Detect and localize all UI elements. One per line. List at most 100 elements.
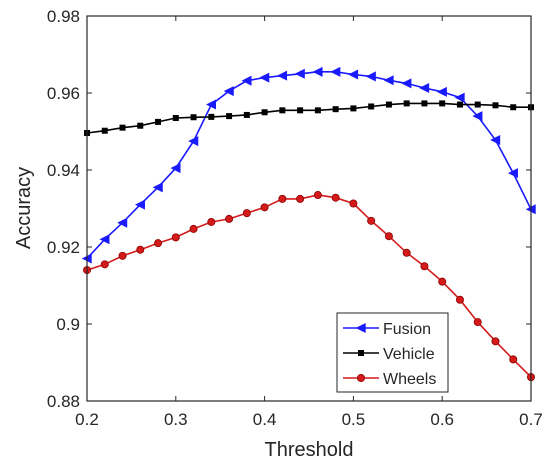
vehicle-point xyxy=(314,107,321,114)
wheels-point xyxy=(367,216,376,225)
vehicle-point xyxy=(279,107,286,114)
wheels-point xyxy=(189,224,198,233)
fusion-point xyxy=(507,168,518,179)
fusion-point xyxy=(294,68,305,79)
wheels-point xyxy=(349,199,358,208)
fusion-point xyxy=(134,199,145,210)
wheels-point xyxy=(136,245,145,254)
y-tick-label: 0.9 xyxy=(56,315,80,334)
legend-label-vehicle: Vehicle xyxy=(383,346,435,363)
vehicle-point xyxy=(261,109,268,116)
vehicle-point xyxy=(190,114,197,121)
y-tick-label: 0.98 xyxy=(47,7,80,26)
x-tick-label: 0.6 xyxy=(430,410,454,429)
fusion-point xyxy=(348,69,359,80)
vehicle-point xyxy=(385,101,392,108)
wheels-point xyxy=(242,209,251,218)
legend-label-wheels: Wheels xyxy=(383,371,436,388)
fusion-point xyxy=(99,234,110,245)
fusion-point xyxy=(401,78,412,89)
x-tick-label: 0.5 xyxy=(342,410,366,429)
legend-item-wheels: Wheels xyxy=(343,371,436,388)
wheels-point xyxy=(438,277,447,286)
vehicle-point xyxy=(474,101,481,108)
wheels-point xyxy=(154,239,163,248)
wheels-point xyxy=(491,337,500,346)
wheels-point xyxy=(331,193,340,202)
legend-item-vehicle: Vehicle xyxy=(343,346,435,363)
vehicle-point xyxy=(208,113,215,120)
legend-marker-fusion xyxy=(355,322,366,334)
wheels-point xyxy=(455,295,464,304)
vehicle-point xyxy=(137,122,144,129)
x-tick-label: 0.7 xyxy=(519,410,543,429)
y-tick-label: 0.92 xyxy=(47,238,80,257)
wheels-point xyxy=(420,262,429,271)
vehicle-point xyxy=(119,124,126,131)
vehicle-point xyxy=(510,104,517,111)
vehicle-point xyxy=(243,111,250,118)
wheels-point xyxy=(118,251,127,260)
fusion-point xyxy=(383,75,394,86)
y-tick-label: 0.88 xyxy=(47,392,80,411)
wheels-point xyxy=(473,318,482,327)
wheels-point xyxy=(260,203,269,212)
fusion-point xyxy=(241,75,252,86)
fusion-point xyxy=(419,82,430,94)
vehicle-point xyxy=(421,100,428,107)
vehicle-point xyxy=(492,102,499,109)
legend: Fusion Vehicle Wheels xyxy=(336,312,449,393)
vehicle-point xyxy=(403,100,410,107)
wheels-point xyxy=(296,194,305,203)
plot-frame xyxy=(86,15,532,402)
vehicle-point xyxy=(172,115,179,122)
x-axis-label: Threshold xyxy=(265,439,354,461)
fusion-point xyxy=(472,111,483,122)
legend-item-fusion: Fusion xyxy=(343,321,431,338)
wheels-point xyxy=(100,260,109,269)
fusion-point xyxy=(223,86,234,97)
legend-marker-vehicle xyxy=(358,350,364,356)
wheels-point xyxy=(313,191,322,200)
fusion-point xyxy=(436,86,447,97)
wheels-point xyxy=(384,232,393,241)
vehicle-point xyxy=(368,103,375,110)
wheels-point xyxy=(402,248,411,257)
x-tick-label: 0.2 xyxy=(75,410,99,429)
fusion-point xyxy=(365,71,376,82)
series-layer xyxy=(81,66,536,382)
y-tick-label: 0.96 xyxy=(47,84,80,103)
axis-layer: 0.2 0.3 0.4 0.5 0.6 0.7 0.88 0.9 0.92 0.94 0.96 0.9… xyxy=(47,7,543,429)
vehicle-point xyxy=(297,107,304,114)
fusion-point xyxy=(117,217,128,228)
vehicle-point xyxy=(350,105,357,112)
vehicle-point xyxy=(101,127,108,134)
series-fusion xyxy=(81,66,536,264)
legend-label-fusion: Fusion xyxy=(383,321,431,338)
plot-background xyxy=(87,16,531,401)
fusion-point xyxy=(312,66,323,77)
wheels-point xyxy=(509,355,518,364)
fusion-point xyxy=(152,182,163,193)
x-tick-label: 0.4 xyxy=(253,410,277,429)
series-vehicle xyxy=(84,100,534,137)
fusion-point xyxy=(490,134,501,145)
y-tick-label: 0.94 xyxy=(47,161,80,180)
fusion-point xyxy=(206,99,217,110)
fusion-point xyxy=(170,163,181,174)
series-wheels xyxy=(83,191,536,382)
wheels-point xyxy=(278,194,287,203)
fusion-point xyxy=(259,72,270,83)
legend-marker-wheels xyxy=(356,373,365,382)
wheels-point xyxy=(225,214,234,223)
vehicle-point xyxy=(155,118,162,125)
fusion-point xyxy=(188,136,199,147)
vehicle-point xyxy=(456,101,463,108)
fusion-point xyxy=(330,66,341,77)
fusion-point xyxy=(277,70,288,81)
fusion-point xyxy=(454,92,465,103)
vehicle-point xyxy=(439,100,446,107)
vehicle-point xyxy=(226,113,233,120)
